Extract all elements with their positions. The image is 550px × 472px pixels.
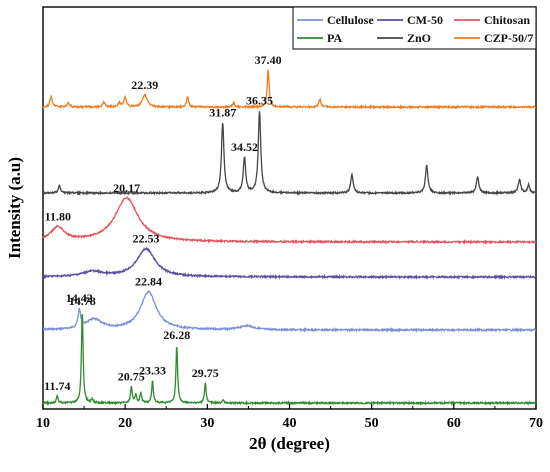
peak-label: 26.28 xyxy=(163,328,190,342)
series-chitosan-line xyxy=(42,196,537,245)
peak-label: 22.84 xyxy=(135,275,162,289)
x-tick-label: 20 xyxy=(118,416,132,431)
x-tick-label: 70 xyxy=(529,416,543,431)
series-cellulose-line xyxy=(42,290,537,333)
legend-label: CZP-50/7 xyxy=(484,31,533,45)
x-axis-title: 2θ (degree) xyxy=(249,434,330,453)
legend-label: CM-50 xyxy=(407,13,443,27)
peak-label: 34.52 xyxy=(231,140,258,154)
series-cm-50-line xyxy=(42,246,537,281)
peak-label: 14.42 xyxy=(66,291,93,305)
x-tick-label: 10 xyxy=(36,416,50,431)
series-pa-line xyxy=(42,314,537,406)
peak-label: 23.33 xyxy=(139,364,166,378)
x-axis: 10 20 30 40 50 60 70 xyxy=(36,404,543,431)
peak-label: 22.53 xyxy=(133,232,160,246)
peak-label: 29.75 xyxy=(192,366,219,380)
peak-label: 22.39 xyxy=(131,78,158,92)
legend-label: Cellulose xyxy=(327,13,374,27)
series-czp-50-7-line xyxy=(42,69,537,110)
series-layer xyxy=(42,69,537,406)
y-axis-title: Intensity (a.u) xyxy=(5,157,24,259)
peak-label: 36.35 xyxy=(246,94,273,108)
peak-label: 14.78 xyxy=(69,294,96,308)
legend: Cellulose CM-50 Chitosan PA ZnO CZP-50/7 xyxy=(292,6,537,50)
x-tick-label: 40 xyxy=(283,416,297,431)
peak-label: 20.17 xyxy=(113,181,140,195)
x-tick-label: 30 xyxy=(200,416,214,431)
x-tick-label: 50 xyxy=(365,416,379,431)
legend-box xyxy=(292,6,537,50)
series-zno-line xyxy=(42,111,537,197)
x-tick-label: 60 xyxy=(447,416,461,431)
plot-frame xyxy=(42,6,537,410)
peak-label: 11.74 xyxy=(44,379,70,393)
peak-label: 20.75 xyxy=(118,369,145,383)
legend-label: ZnO xyxy=(407,31,431,45)
legend-label: PA xyxy=(327,31,342,45)
legend-label: Chitosan xyxy=(484,13,530,27)
peak-labels: 14.42 22.84 22.53 11.80 20.17 31.87 34.52 36.35… xyxy=(44,53,281,393)
peak-label: 37.40 xyxy=(255,53,282,67)
peak-label: 11.80 xyxy=(45,209,71,223)
peak-label: 31.87 xyxy=(209,106,236,120)
